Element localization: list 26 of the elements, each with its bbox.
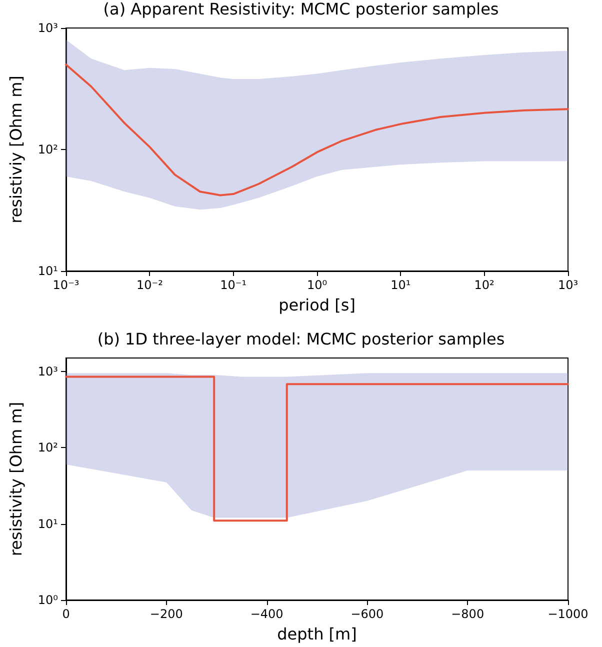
x-tick-label: 10¹ [390,278,411,292]
x-tick-label: 0 [62,607,70,621]
chart-title: (b) 1D three-layer model: MCMC posterior samples [97,330,505,348]
x-tick-label: −800 [451,607,484,621]
y-tick-label: 10² [38,142,58,156]
x-tick-label: 10⁻² [136,278,164,292]
y-tick-label: 10³ [38,364,58,378]
y-tick-label: 10¹ [38,516,58,531]
y-axis-title: resistivity [Ohm m] [6,402,26,556]
x-tick-label: −400 [250,607,284,621]
x-tick-label: −200 [150,607,183,621]
y-tick-label: 10⁰ [38,593,58,607]
y-axis-title: resistiviy [Ohm m] [6,76,26,224]
x-tick-label: −1000 [548,607,588,621]
y-tick-label: 10³ [38,21,58,35]
x-tick-label: 10³ [558,278,578,292]
x-axis-title: period [s] [278,296,356,314]
x-tick-label: 10⁻¹ [220,278,247,292]
x-axis-title: depth [m] [277,624,357,644]
x-tick-label: 10⁻³ [52,278,80,292]
y-tick-label: 10¹ [38,264,58,278]
x-tick-label: 10⁰ [306,278,328,292]
chart-title: (a) Apparent Resistivity: MCMC posterior samples [103,0,499,18]
x-tick-label: −600 [350,607,384,621]
x-tick-label: 10² [474,278,495,292]
y-tick-label: 10² [38,440,58,455]
